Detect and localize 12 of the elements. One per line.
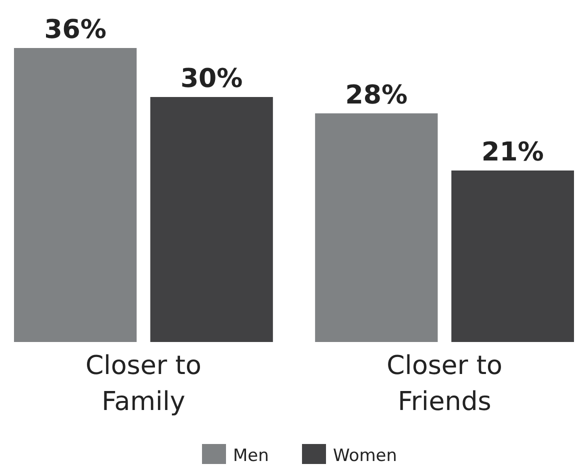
data-label: 36% (44, 15, 106, 45)
legend-label: Women (333, 446, 398, 466)
data-label: 28% (345, 80, 408, 110)
bar (451, 170, 574, 342)
bar (150, 97, 273, 342)
legend-label: Men (233, 446, 269, 466)
data-label: 21% (482, 138, 544, 168)
x-tick-label: Closer to Friends (386, 351, 502, 417)
x-tick-label: Closer to Family (86, 351, 202, 417)
bar (14, 48, 137, 342)
data-label: 30% (180, 64, 243, 94)
bar (315, 113, 438, 342)
